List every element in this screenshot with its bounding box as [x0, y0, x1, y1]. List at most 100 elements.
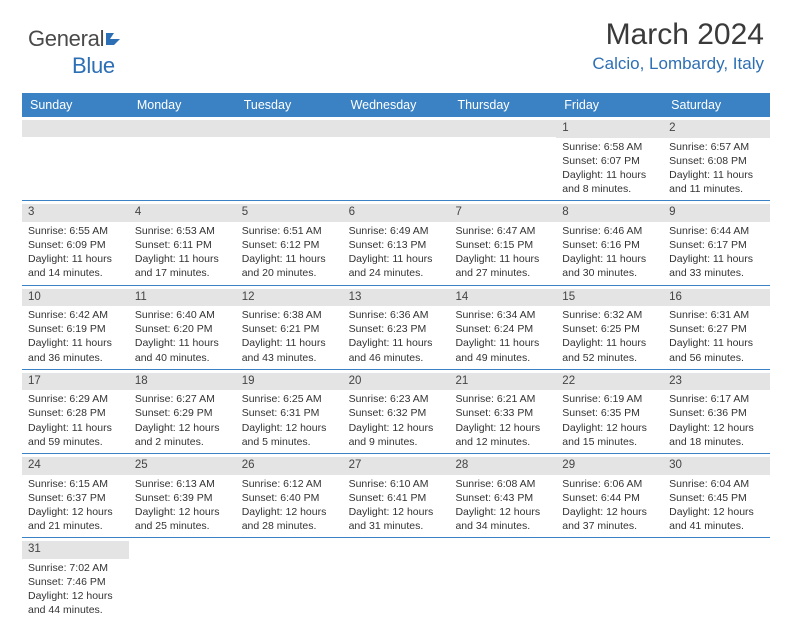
day-number: 16: [663, 289, 770, 307]
sunset-line: Sunset: 6:25 PM: [562, 322, 657, 336]
daylight-line: Daylight: 11 hours and 43 minutes.: [242, 336, 337, 364]
week-row: 10Sunrise: 6:42 AMSunset: 6:19 PMDayligh…: [22, 286, 770, 370]
sunset-line: Sunset: 6:40 PM: [242, 491, 337, 505]
title-block: March 2024 Calcio, Lombardy, Italy: [592, 18, 764, 74]
sunrise-line: Sunrise: 6:51 AM: [242, 224, 337, 238]
daylight-line: Daylight: 11 hours and 33 minutes.: [669, 252, 764, 280]
daylight-line: Daylight: 11 hours and 36 minutes.: [28, 336, 123, 364]
sunset-line: Sunset: 6:16 PM: [562, 238, 657, 252]
logo-word-2: Blue: [72, 53, 115, 78]
sunset-line: Sunset: 6:37 PM: [28, 491, 123, 505]
week-row: 3Sunrise: 6:55 AMSunset: 6:09 PMDaylight…: [22, 201, 770, 285]
day-header: Sunday: [22, 93, 129, 117]
day-number: 3: [22, 204, 129, 222]
day-cell: 17Sunrise: 6:29 AMSunset: 6:28 PMDayligh…: [22, 370, 129, 453]
sunrise-line: Sunrise: 6:32 AM: [562, 308, 657, 322]
day-header: Monday: [129, 93, 236, 117]
sunrise-line: Sunrise: 6:04 AM: [669, 477, 764, 491]
day-cell: 22Sunrise: 6:19 AMSunset: 6:35 PMDayligh…: [556, 370, 663, 453]
day-cell: 26Sunrise: 6:12 AMSunset: 6:40 PMDayligh…: [236, 454, 343, 537]
sunrise-line: Sunrise: 6:49 AM: [349, 224, 444, 238]
sunset-line: Sunset: 6:33 PM: [455, 406, 550, 420]
day-header: Wednesday: [343, 93, 450, 117]
sunset-line: Sunset: 6:17 PM: [669, 238, 764, 252]
sunset-line: Sunset: 6:09 PM: [28, 238, 123, 252]
day-cell: 14Sunrise: 6:34 AMSunset: 6:24 PMDayligh…: [449, 286, 556, 369]
sunset-line: Sunset: 6:44 PM: [562, 491, 657, 505]
day-number: 6: [343, 204, 450, 222]
daylight-line: Daylight: 12 hours and 18 minutes.: [669, 421, 764, 449]
daylight-line: Daylight: 12 hours and 15 minutes.: [562, 421, 657, 449]
day-number: 17: [22, 373, 129, 391]
day-cell: 18Sunrise: 6:27 AMSunset: 6:29 PMDayligh…: [129, 370, 236, 453]
empty-daynum-strip: [236, 120, 343, 137]
sunrise-line: Sunrise: 6:42 AM: [28, 308, 123, 322]
week-row: 24Sunrise: 6:15 AMSunset: 6:37 PMDayligh…: [22, 454, 770, 538]
day-cell: 11Sunrise: 6:40 AMSunset: 6:20 PMDayligh…: [129, 286, 236, 369]
sunset-line: Sunset: 6:27 PM: [669, 322, 764, 336]
sunset-line: Sunset: 6:45 PM: [669, 491, 764, 505]
sunset-line: Sunset: 6:35 PM: [562, 406, 657, 420]
sunrise-line: Sunrise: 6:36 AM: [349, 308, 444, 322]
day-number: 20: [343, 373, 450, 391]
day-number: 28: [449, 457, 556, 475]
day-number: 25: [129, 457, 236, 475]
day-cell: 7Sunrise: 6:47 AMSunset: 6:15 PMDaylight…: [449, 201, 556, 284]
day-cell: 8Sunrise: 6:46 AMSunset: 6:16 PMDaylight…: [556, 201, 663, 284]
day-cell: 15Sunrise: 6:32 AMSunset: 6:25 PMDayligh…: [556, 286, 663, 369]
empty-day-cell: [236, 117, 343, 200]
day-number: 21: [449, 373, 556, 391]
header: GeneralBlue March 2024 Calcio, Lombardy,…: [0, 0, 792, 85]
week-row: 1Sunrise: 6:58 AMSunset: 6:07 PMDaylight…: [22, 117, 770, 201]
day-cell: 28Sunrise: 6:08 AMSunset: 6:43 PMDayligh…: [449, 454, 556, 537]
empty-day-cell: [663, 538, 770, 621]
day-cell: 12Sunrise: 6:38 AMSunset: 6:21 PMDayligh…: [236, 286, 343, 369]
day-cell: 9Sunrise: 6:44 AMSunset: 6:17 PMDaylight…: [663, 201, 770, 284]
week-row: 31Sunrise: 7:02 AMSunset: 7:46 PMDayligh…: [22, 538, 770, 621]
daylight-line: Daylight: 12 hours and 9 minutes.: [349, 421, 444, 449]
day-number: 23: [663, 373, 770, 391]
day-number: 2: [663, 120, 770, 138]
empty-daynum-strip: [129, 120, 236, 137]
empty-day-cell: [449, 538, 556, 621]
empty-daynum-strip: [22, 120, 129, 137]
daylight-line: Daylight: 12 hours and 5 minutes.: [242, 421, 337, 449]
daylight-line: Daylight: 12 hours and 2 minutes.: [135, 421, 230, 449]
day-number: 27: [343, 457, 450, 475]
daylight-line: Daylight: 12 hours and 28 minutes.: [242, 505, 337, 533]
day-number: 18: [129, 373, 236, 391]
sunrise-line: Sunrise: 6:19 AM: [562, 392, 657, 406]
daylight-line: Daylight: 11 hours and 46 minutes.: [349, 336, 444, 364]
day-number: 15: [556, 289, 663, 307]
daylight-line: Daylight: 11 hours and 30 minutes.: [562, 252, 657, 280]
day-header: Tuesday: [236, 93, 343, 117]
day-cell: 25Sunrise: 6:13 AMSunset: 6:39 PMDayligh…: [129, 454, 236, 537]
day-cell: 21Sunrise: 6:21 AMSunset: 6:33 PMDayligh…: [449, 370, 556, 453]
day-header: Thursday: [449, 93, 556, 117]
logo-text: GeneralBlue: [28, 26, 128, 79]
day-headers-row: SundayMondayTuesdayWednesdayThursdayFrid…: [22, 93, 770, 117]
empty-day-cell: [129, 538, 236, 621]
sunrise-line: Sunrise: 6:10 AM: [349, 477, 444, 491]
empty-day-cell: [449, 117, 556, 200]
sunrise-line: Sunrise: 6:17 AM: [669, 392, 764, 406]
daylight-line: Daylight: 12 hours and 44 minutes.: [28, 589, 123, 617]
calendar: SundayMondayTuesdayWednesdayThursdayFrid…: [22, 93, 770, 621]
sunset-line: Sunset: 6:07 PM: [562, 154, 657, 168]
sunset-line: Sunset: 6:23 PM: [349, 322, 444, 336]
day-cell: 24Sunrise: 6:15 AMSunset: 6:37 PMDayligh…: [22, 454, 129, 537]
sunset-line: Sunset: 6:11 PM: [135, 238, 230, 252]
sunrise-line: Sunrise: 6:13 AM: [135, 477, 230, 491]
logo-word-1: General: [28, 26, 104, 51]
sunrise-line: Sunrise: 6:06 AM: [562, 477, 657, 491]
day-number: 24: [22, 457, 129, 475]
day-number: 30: [663, 457, 770, 475]
day-number: 10: [22, 289, 129, 307]
sunrise-line: Sunrise: 6:12 AM: [242, 477, 337, 491]
day-number: 29: [556, 457, 663, 475]
daylight-line: Daylight: 12 hours and 41 minutes.: [669, 505, 764, 533]
sunrise-line: Sunrise: 6:21 AM: [455, 392, 550, 406]
day-number: 11: [129, 289, 236, 307]
sunset-line: Sunset: 7:46 PM: [28, 575, 123, 589]
flag-icon: [106, 27, 128, 53]
